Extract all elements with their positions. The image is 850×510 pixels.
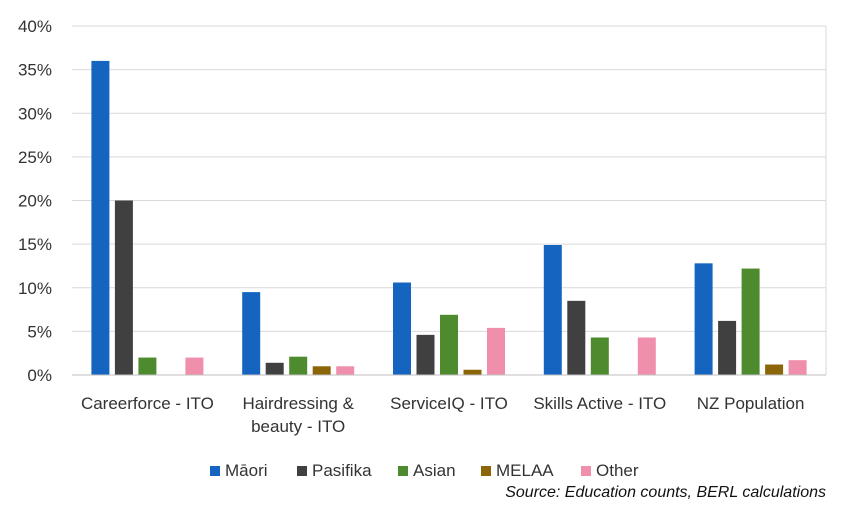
x-category-label: beauty - ITO [251,417,345,436]
y-axis: 0% 5% 10% 15% 20% 25% 30% 35% 40% [18,17,52,385]
legend-label: MELAA [496,461,554,480]
y-tick-label: 40% [18,17,52,36]
y-tick-label: 0% [27,366,52,385]
bar [637,337,656,375]
bar [336,366,355,375]
bar [185,357,204,375]
gridlines [72,25,827,375]
legend-swatch [398,466,408,476]
bar [114,200,133,375]
bar [265,362,284,375]
bar [91,60,110,376]
legend-label: Other [596,461,639,480]
y-tick-label: 30% [18,104,52,123]
x-category-label: Careerforce - ITO [81,394,214,413]
source-note: Source: Education counts, BERL calculati… [505,484,826,501]
y-tick-label: 10% [18,279,52,298]
legend-swatch [581,466,591,476]
legend-swatch [481,466,491,476]
legend: Māori Pasifika Asian MELAA Other [210,461,639,480]
bar [138,357,157,375]
x-category-label: Hairdressing & [242,394,354,413]
bar [590,337,609,375]
bar [440,314,458,375]
legend-label: Māori [225,461,268,480]
x-category-label: NZ Population [697,394,805,413]
bar [694,263,713,375]
bar [289,356,308,375]
y-tick-label: 20% [18,192,52,211]
bar [741,268,760,375]
bar [567,300,586,375]
y-tick-label: 5% [27,322,52,341]
bar [788,360,807,375]
bar [312,366,331,375]
bar [416,334,435,375]
bar [718,320,737,375]
bar [242,292,261,375]
bar [543,244,562,375]
x-category-label: ServiceIQ - ITO [390,394,508,413]
x-category-label: Skills Active - ITO [533,394,666,413]
bar [463,369,482,375]
y-tick-label: 25% [18,148,52,167]
legend-swatch [210,466,220,476]
bar [393,282,411,375]
legend-label: Pasifika [312,461,372,480]
bar [765,364,784,375]
x-axis: Careerforce - ITO Hairdressing & beauty - … [72,374,826,436]
legend-swatch [297,466,307,476]
bar [487,327,505,375]
y-tick-label: 15% [18,235,52,254]
bars [91,60,807,376]
legend-label: Asian [413,461,456,480]
y-tick-label: 35% [18,61,52,80]
